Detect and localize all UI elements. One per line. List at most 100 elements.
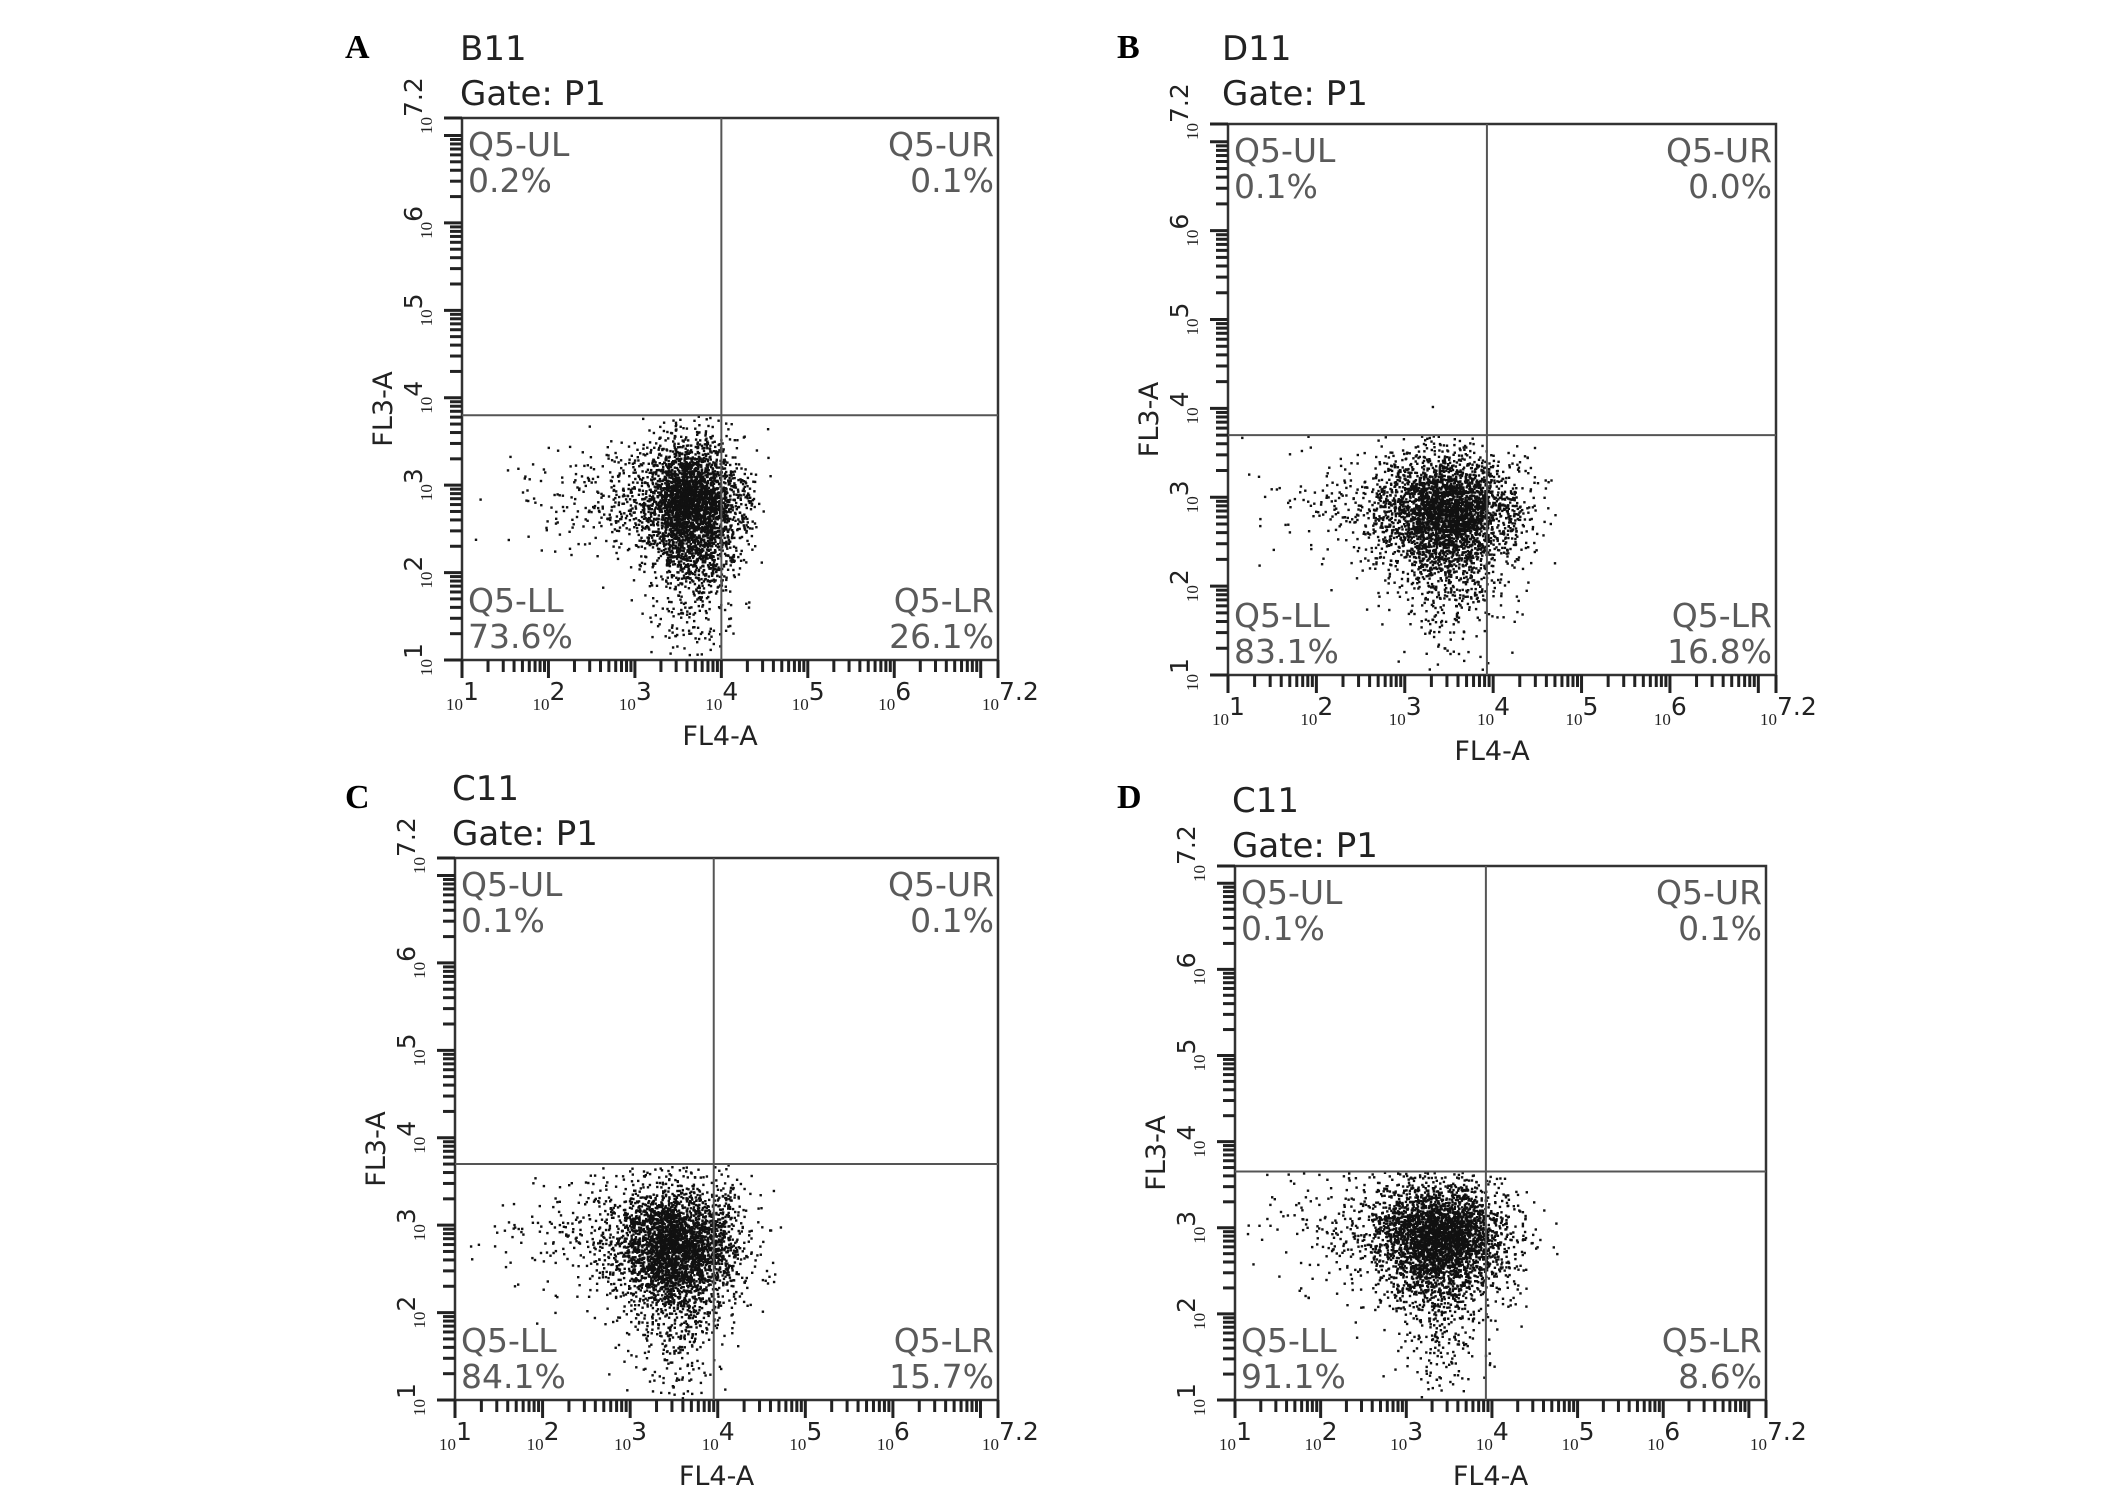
x-axis-title: FL4-A bbox=[1454, 736, 1530, 767]
event-point bbox=[633, 459, 637, 462]
event-point bbox=[1442, 444, 1446, 447]
event-point bbox=[732, 493, 736, 496]
event-point bbox=[722, 529, 725, 532]
event-point bbox=[669, 473, 672, 477]
event-point bbox=[695, 430, 699, 434]
event-point bbox=[594, 536, 597, 540]
event-point bbox=[602, 586, 605, 589]
event-point bbox=[690, 549, 694, 552]
event-point bbox=[717, 527, 721, 530]
event-point bbox=[694, 569, 698, 572]
event-point bbox=[654, 486, 657, 489]
event-point bbox=[766, 428, 770, 431]
event-point bbox=[718, 449, 721, 452]
event-point bbox=[704, 485, 708, 489]
event-point bbox=[741, 482, 745, 486]
event-point bbox=[731, 518, 734, 521]
event-point bbox=[682, 427, 685, 430]
event-point bbox=[714, 579, 717, 582]
event-point bbox=[641, 540, 644, 543]
event-point bbox=[630, 599, 633, 602]
event-point bbox=[690, 511, 693, 514]
event-point bbox=[725, 560, 728, 563]
event-point bbox=[679, 484, 683, 487]
event-point bbox=[677, 612, 680, 616]
event-point bbox=[655, 544, 659, 547]
event-point bbox=[660, 549, 663, 553]
event-point bbox=[726, 568, 730, 571]
event-point bbox=[651, 546, 655, 549]
event-point bbox=[664, 509, 667, 513]
event-point bbox=[639, 478, 642, 481]
event-point bbox=[682, 574, 686, 577]
event-point bbox=[659, 617, 662, 621]
event-point bbox=[694, 478, 697, 482]
event-point bbox=[708, 462, 711, 465]
event-point bbox=[690, 632, 693, 635]
event-point bbox=[703, 545, 706, 549]
event-point bbox=[705, 494, 708, 498]
event-point bbox=[704, 432, 707, 435]
event-point bbox=[613, 505, 616, 508]
event-point bbox=[669, 522, 672, 525]
event-point bbox=[646, 499, 649, 503]
event-point bbox=[714, 506, 717, 509]
event-point bbox=[654, 489, 657, 492]
event-point bbox=[678, 471, 682, 475]
event-point bbox=[667, 553, 671, 557]
event-point bbox=[644, 513, 647, 516]
event-point bbox=[676, 645, 679, 648]
event-point bbox=[590, 510, 593, 514]
event-point bbox=[701, 547, 704, 551]
event-point bbox=[693, 481, 696, 484]
event-point bbox=[726, 530, 730, 534]
event-point bbox=[642, 417, 645, 421]
event-point bbox=[697, 455, 701, 459]
event-point bbox=[699, 482, 702, 485]
event-point bbox=[633, 526, 636, 529]
event-point bbox=[668, 513, 671, 517]
event-point bbox=[661, 607, 664, 610]
event-point bbox=[658, 491, 661, 494]
event-point bbox=[679, 479, 682, 483]
event-point bbox=[1400, 525, 1404, 528]
event-point bbox=[714, 522, 717, 525]
event-point bbox=[717, 557, 720, 560]
event-point bbox=[1439, 606, 1442, 609]
event-point bbox=[742, 493, 746, 496]
event-point bbox=[601, 494, 604, 497]
event-point bbox=[674, 529, 677, 532]
event-point bbox=[651, 562, 655, 565]
event-point bbox=[586, 464, 589, 467]
event-point bbox=[715, 465, 718, 468]
event-point bbox=[659, 535, 662, 538]
event-point bbox=[707, 424, 710, 428]
event-point bbox=[615, 515, 619, 518]
event-point bbox=[746, 497, 749, 500]
event-point bbox=[680, 503, 683, 506]
event-point bbox=[610, 523, 613, 526]
event-point bbox=[669, 544, 672, 547]
event-point bbox=[658, 436, 662, 440]
event-point bbox=[701, 495, 704, 499]
event-point bbox=[651, 502, 654, 506]
quadrant-percent-q5-lr: 26.1% bbox=[889, 617, 994, 656]
event-point bbox=[724, 589, 728, 592]
event-point bbox=[715, 522, 719, 526]
event-point bbox=[727, 479, 730, 482]
event-point bbox=[658, 500, 662, 504]
event-point bbox=[682, 492, 686, 495]
event-point bbox=[637, 474, 640, 478]
event-point bbox=[657, 550, 660, 554]
event-point bbox=[572, 523, 575, 526]
event-point bbox=[678, 499, 681, 503]
event-point bbox=[675, 511, 678, 515]
event-point bbox=[692, 535, 696, 539]
event-point bbox=[1347, 508, 1350, 512]
event-point bbox=[705, 597, 709, 600]
event-point bbox=[664, 513, 667, 516]
event-point bbox=[706, 447, 709, 450]
event-point bbox=[618, 526, 622, 529]
event-point bbox=[752, 480, 755, 483]
event-point bbox=[648, 429, 651, 432]
